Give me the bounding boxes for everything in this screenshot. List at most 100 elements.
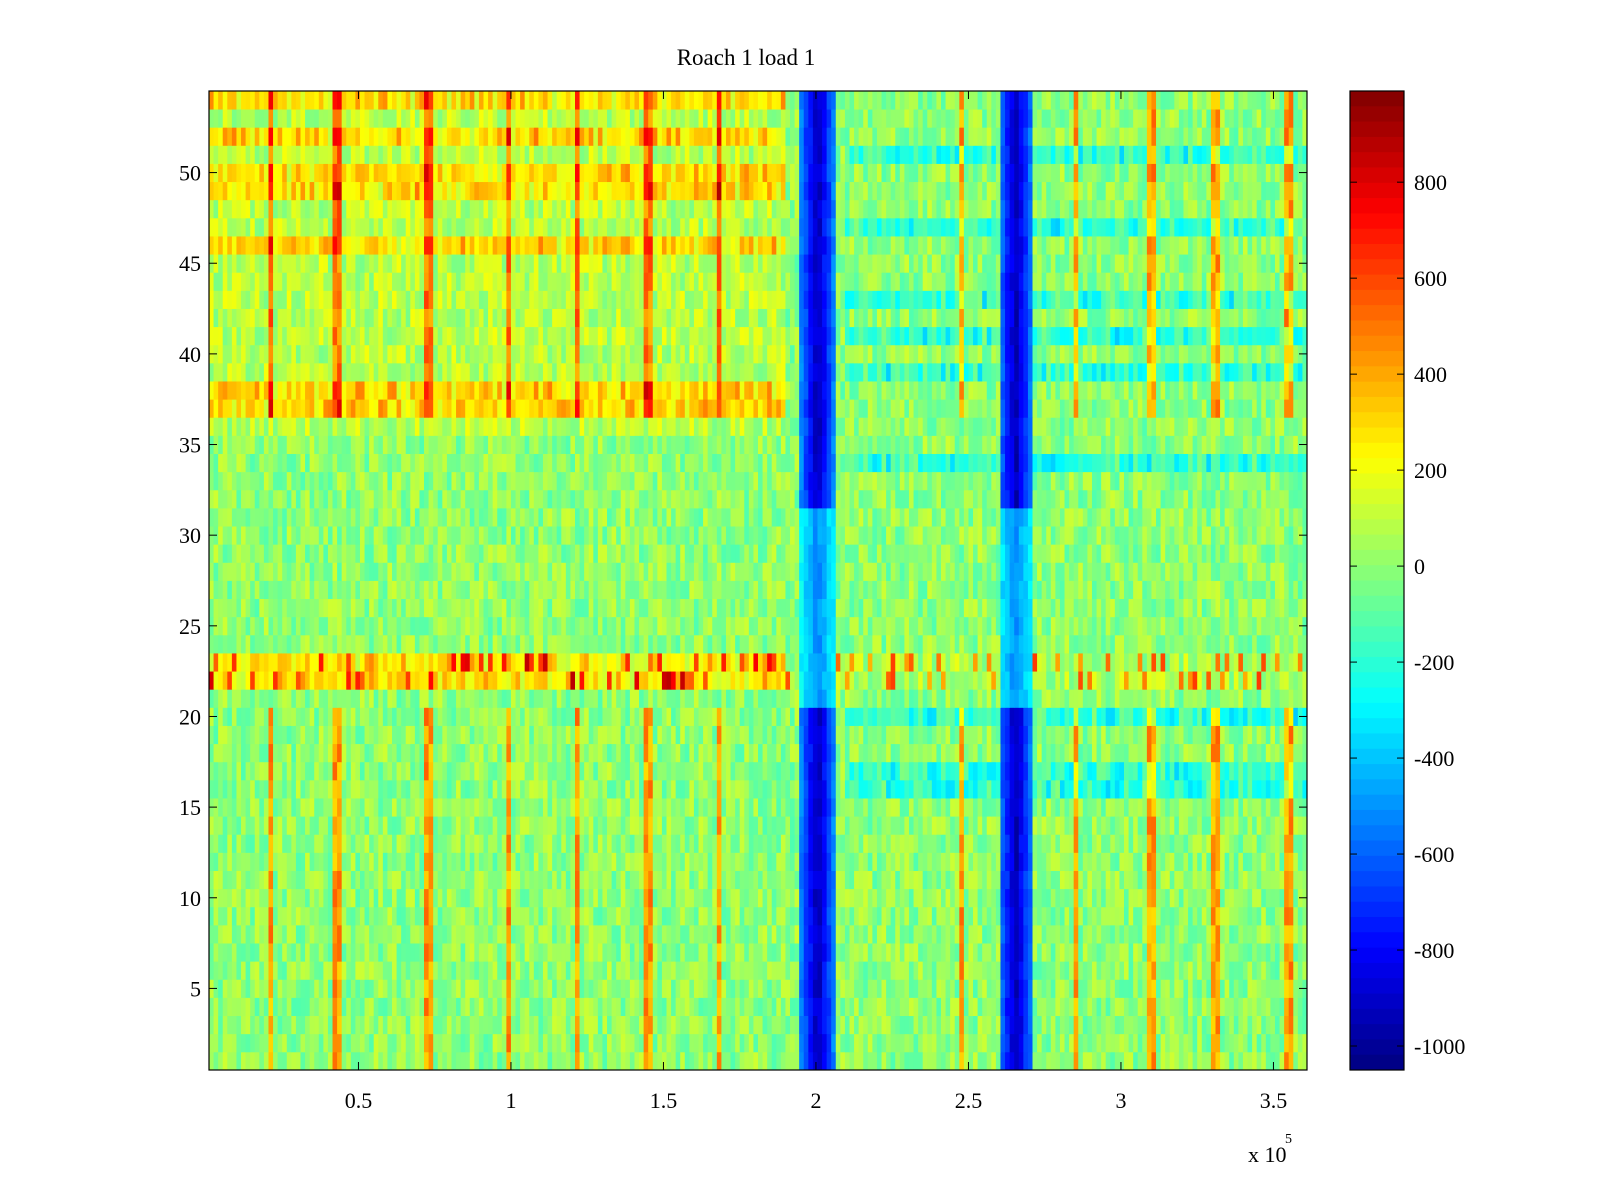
heatmap-cell [1242, 798, 1248, 817]
heatmap-cell [277, 816, 283, 835]
heatmap-cell [492, 1015, 498, 1035]
heatmap-cell [703, 816, 709, 835]
heatmap-cell [378, 1033, 384, 1053]
heatmap-cell [936, 816, 942, 835]
heatmap-cell [739, 779, 745, 799]
heatmap-cell [671, 707, 677, 726]
heatmap-cell [579, 1051, 585, 1071]
heatmap-cell [1078, 816, 1084, 835]
heatmap-cell [337, 798, 343, 817]
heatmap-cell [954, 689, 960, 708]
heatmap-cell [355, 1033, 361, 1053]
heatmap-cell [327, 798, 333, 817]
heatmap-cell [918, 870, 924, 890]
heatmap-cell [364, 979, 370, 998]
heatmap-cell [1037, 1033, 1043, 1053]
heatmap-cell [1032, 725, 1038, 745]
heatmap-cell [469, 834, 475, 853]
heatmap-cell [465, 816, 471, 835]
heatmap-cell [954, 924, 960, 944]
heatmap-cell [350, 798, 356, 817]
heatmap-cell [986, 689, 992, 708]
heatmap-cell [350, 743, 356, 763]
heatmap-cell [835, 1015, 841, 1035]
heatmap-cell [1256, 997, 1262, 1017]
heatmap-cell [968, 761, 974, 781]
heatmap-cell [822, 997, 828, 1017]
heatmap-cell [785, 924, 791, 944]
heatmap-cell [753, 761, 759, 781]
heatmap-cell [446, 997, 452, 1017]
heatmap-cell [977, 997, 983, 1017]
heatmap-cell [675, 743, 681, 763]
heatmap-cell [753, 1051, 759, 1071]
heatmap-cell [1229, 943, 1235, 962]
heatmap-cell [1242, 1051, 1248, 1071]
heatmap-cell [1252, 707, 1258, 726]
heatmap-cell [1210, 870, 1216, 890]
heatmap-cell [520, 725, 526, 745]
heatmap-cell [515, 725, 521, 745]
heatmap-cell [1197, 979, 1203, 998]
heatmap-cell [918, 816, 924, 835]
heatmap-cell [1265, 743, 1271, 763]
heatmap-cell [639, 906, 645, 926]
heatmap-cell [1133, 1051, 1139, 1071]
heatmap-cell [753, 707, 759, 726]
heatmap-cell [982, 834, 988, 853]
heatmap-cell [991, 997, 997, 1017]
heatmap-cell [1032, 852, 1038, 871]
heatmap-cell [245, 870, 251, 890]
heatmap-cell [904, 979, 910, 998]
heatmap-cell [739, 924, 745, 944]
heatmap-cell [250, 1051, 256, 1071]
heatmap-cell [1037, 997, 1043, 1017]
heatmap-cell [318, 707, 324, 726]
heatmap-cell [359, 888, 365, 908]
heatmap-cell [753, 852, 759, 871]
heatmap-cell [1032, 707, 1038, 726]
heatmap-cell [721, 689, 727, 708]
heatmap-cell [1119, 1051, 1125, 1071]
heatmap-cell [886, 943, 892, 962]
heatmap-cell [959, 1051, 965, 1071]
heatmap-cell [881, 707, 887, 726]
heatmap-cell [1023, 852, 1029, 871]
heatmap-cell [1206, 707, 1212, 726]
heatmap-cell [277, 870, 283, 890]
heatmap-cell [922, 1033, 928, 1053]
heatmap-cell [780, 888, 786, 908]
heatmap-cell [725, 888, 731, 908]
heatmap-cell [501, 1015, 507, 1035]
heatmap-cell [245, 689, 251, 708]
heatmap-cell [337, 834, 343, 853]
heatmap-cell [327, 779, 333, 799]
heatmap-cell [671, 743, 677, 763]
heatmap-cell [648, 852, 654, 871]
heatmap-cell [758, 834, 763, 853]
heatmap-cell [241, 707, 246, 726]
heatmap-cell [1201, 816, 1207, 835]
heatmap-cell [1128, 961, 1134, 980]
heatmap-cell [428, 943, 434, 962]
heatmap-cell [776, 1015, 782, 1035]
heatmap-cell [1224, 943, 1230, 962]
heatmap-cell [767, 725, 773, 745]
heatmap-cell [231, 834, 237, 853]
heatmap-cell [575, 870, 580, 890]
heatmap-cell [1032, 997, 1038, 1017]
heatmap-cell [899, 779, 905, 799]
heatmap-cell [1220, 906, 1226, 926]
heatmap-cell [886, 834, 892, 853]
heatmap-cell [547, 798, 553, 817]
heatmap-cell [908, 689, 914, 708]
heatmap-cell [410, 816, 416, 835]
heatmap-cell [657, 1033, 663, 1053]
heatmap-cell [712, 743, 718, 763]
heatmap-cell [565, 906, 571, 926]
heatmap-cell [309, 689, 315, 708]
heatmap-cell [300, 870, 306, 890]
heatmap-cell [1073, 943, 1079, 962]
heatmap-cell [629, 1015, 635, 1035]
heatmap-cell [401, 852, 407, 871]
